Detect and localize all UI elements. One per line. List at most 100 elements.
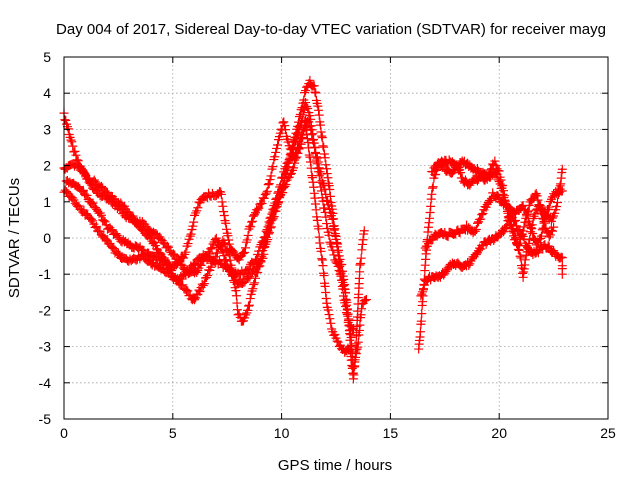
data-point bbox=[78, 185, 88, 195]
data-point bbox=[328, 208, 338, 218]
data-point bbox=[416, 291, 426, 301]
data-point bbox=[330, 329, 340, 339]
data-points bbox=[59, 75, 567, 384]
data-point bbox=[215, 240, 225, 250]
data-point bbox=[250, 278, 260, 288]
data-point bbox=[316, 127, 326, 137]
data-point bbox=[305, 111, 315, 121]
data-point bbox=[359, 226, 369, 236]
data-point bbox=[259, 232, 269, 242]
data-point bbox=[324, 310, 334, 320]
data-point bbox=[107, 242, 117, 252]
data-point bbox=[327, 204, 337, 214]
data-point bbox=[254, 203, 264, 213]
data-point bbox=[99, 216, 109, 226]
data-point bbox=[304, 117, 314, 127]
data-point bbox=[342, 309, 352, 319]
data-point bbox=[322, 219, 332, 229]
data-point bbox=[261, 188, 271, 198]
data-point bbox=[257, 237, 267, 247]
data-point bbox=[290, 132, 300, 142]
data-point bbox=[340, 298, 350, 308]
data-point bbox=[416, 316, 426, 326]
data-point bbox=[557, 186, 567, 196]
data-point bbox=[275, 182, 285, 192]
data-point bbox=[326, 318, 336, 328]
data-point bbox=[516, 253, 526, 263]
data-point bbox=[533, 238, 543, 248]
data-point bbox=[544, 242, 554, 252]
data-point bbox=[535, 200, 545, 210]
data-point bbox=[332, 238, 342, 248]
chart-title: Day 004 of 2017, Sidereal Day-to-day VTE… bbox=[56, 21, 606, 38]
data-point bbox=[280, 181, 290, 191]
data-point bbox=[253, 205, 263, 215]
data-point bbox=[557, 164, 567, 174]
data-point bbox=[335, 266, 345, 276]
data-point bbox=[454, 162, 464, 172]
data-point bbox=[245, 294, 255, 304]
x-tick-label: 20 bbox=[491, 425, 507, 441]
data-point bbox=[526, 223, 536, 233]
data-point bbox=[86, 214, 96, 224]
data-point bbox=[246, 222, 256, 232]
data-point bbox=[548, 213, 558, 223]
data-point bbox=[286, 145, 296, 155]
series-trace-8 bbox=[427, 156, 559, 251]
data-point bbox=[96, 210, 106, 220]
data-point bbox=[322, 164, 332, 174]
data-point bbox=[68, 193, 78, 203]
data-point bbox=[247, 217, 257, 227]
data-point bbox=[148, 239, 158, 249]
data-point bbox=[312, 153, 322, 163]
data-point bbox=[532, 191, 542, 201]
data-point bbox=[311, 88, 321, 98]
y-tick-label: -4 bbox=[39, 375, 52, 391]
y-tick-label: -2 bbox=[39, 302, 52, 318]
data-point bbox=[527, 224, 537, 234]
data-point bbox=[305, 152, 315, 162]
data-point bbox=[530, 209, 540, 219]
data-point bbox=[113, 248, 123, 258]
data-point bbox=[299, 123, 309, 133]
data-point bbox=[312, 215, 322, 225]
data-point bbox=[247, 216, 257, 226]
data-point bbox=[453, 163, 463, 173]
data-point bbox=[351, 352, 361, 362]
data-point bbox=[324, 181, 334, 191]
data-point bbox=[219, 211, 229, 221]
data-point bbox=[543, 241, 553, 251]
data-point bbox=[477, 210, 487, 220]
data-point bbox=[524, 219, 534, 229]
data-point bbox=[240, 243, 250, 253]
data-point bbox=[550, 190, 560, 200]
data-point bbox=[351, 349, 361, 359]
data-point bbox=[531, 189, 541, 199]
data-point bbox=[281, 125, 291, 135]
data-point bbox=[199, 279, 209, 289]
y-tick-label: -3 bbox=[39, 339, 52, 355]
data-point bbox=[328, 221, 338, 231]
data-point bbox=[249, 210, 259, 220]
y-tick-label: 3 bbox=[43, 121, 51, 137]
data-point bbox=[316, 246, 326, 256]
data-point bbox=[335, 261, 345, 271]
data-point bbox=[257, 251, 267, 261]
data-point bbox=[216, 189, 226, 199]
data-point bbox=[417, 309, 427, 319]
data-point bbox=[427, 183, 437, 193]
data-point bbox=[66, 135, 76, 145]
data-point bbox=[310, 193, 320, 203]
data-point bbox=[177, 274, 187, 284]
data-point bbox=[279, 117, 289, 127]
data-point bbox=[303, 103, 313, 113]
data-point bbox=[314, 232, 324, 242]
data-point bbox=[250, 255, 260, 265]
data-point bbox=[557, 253, 567, 263]
data-point bbox=[295, 109, 305, 119]
data-point bbox=[516, 234, 526, 244]
data-point bbox=[330, 229, 340, 239]
data-point bbox=[257, 199, 267, 209]
data-point bbox=[310, 199, 320, 209]
data-point bbox=[219, 207, 229, 217]
